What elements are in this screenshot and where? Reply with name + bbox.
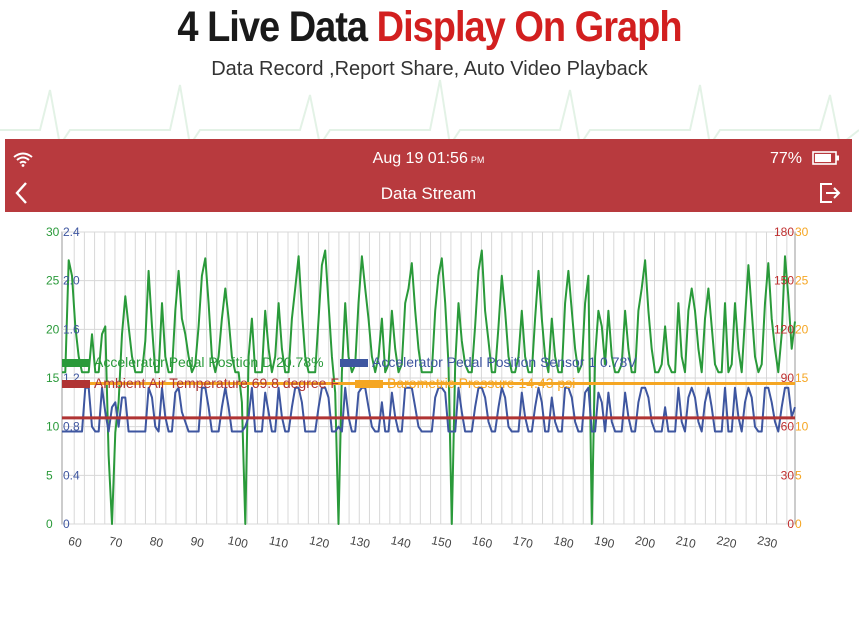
legend-label-barometric: Barometric Pressure 14.43 psi [387, 375, 576, 391]
y-tick-label-right-orange: 20 [795, 322, 809, 336]
y-tick-label-left-green: 20 [46, 322, 60, 336]
subtitle: Data Record ,Report Share, Auto Video Pl… [211, 58, 648, 80]
legend-swatch-orange [355, 380, 383, 389]
y-tick-label-right-red: 90 [781, 371, 795, 385]
chart-series [62, 249, 796, 525]
x-tick-label: 70 [108, 534, 124, 551]
status-bar: Aug 19 01:56 PM 77% [5, 139, 852, 175]
legend-item-ambient-temp: Ambient Air Temperature 69.8 degree F [62, 375, 339, 391]
legend-item-pedal-d: Accelerator Pedal Position D 20.78% [62, 354, 324, 370]
y-tick-label-right-red: 150 [774, 274, 794, 288]
x-tick-label: 140 [390, 533, 413, 551]
legend-item-barometric: Barometric Pressure 14.43 psi [355, 375, 575, 391]
x-tick-label: 90 [189, 534, 205, 551]
x-tick-label: 220 [715, 533, 738, 551]
x-tick-label: 180 [552, 533, 575, 551]
chart-grid [61, 231, 796, 525]
y-tick-label-right-orange: 25 [795, 274, 809, 288]
x-tick-label: 200 [634, 533, 657, 551]
y-tick-label-left-blue: 0 [63, 517, 70, 531]
y-tick-label-right-orange: 5 [795, 468, 802, 482]
y-tick-label-right-orange: 10 [795, 420, 809, 434]
y-tick-label-right-orange: 15 [795, 371, 809, 385]
x-tick-label: 150 [430, 533, 453, 551]
back-arrow-icon[interactable] [13, 180, 31, 206]
headline-red: Display On Graph [376, 4, 683, 52]
y-tick-label-left-green: 5 [46, 468, 53, 482]
y-tick-label-left-green: 15 [46, 371, 60, 385]
battery-icon [812, 151, 839, 165]
y-tick-label-left-blue: 2.0 [63, 274, 80, 288]
x-tick-label: 100 [227, 533, 250, 551]
time-text: Aug 19 01:56 [372, 150, 468, 167]
nav-bar: Data Stream [5, 175, 852, 212]
legend-item-pedal-sensor: Accelerator Pedal Position Sensor 1 0.78… [340, 354, 637, 370]
time-ampm: PM [470, 155, 485, 165]
exit-icon[interactable] [818, 181, 842, 205]
x-tick-label: 190 [593, 533, 616, 551]
y-tick-label-right-red: 120 [774, 322, 794, 336]
y-tick-label-left-green: 25 [46, 274, 60, 288]
legend-swatch-blue [340, 359, 368, 368]
x-tick-label: 120 [308, 533, 331, 551]
y-tick-label-left-blue: 1.6 [63, 322, 80, 336]
wifi-icon [13, 152, 33, 167]
background-ecg-decoration [0, 79, 859, 148]
x-tick-label: 230 [756, 533, 779, 551]
y-tick-label-left-blue: 2.4 [63, 225, 80, 239]
legend-swatch-red [62, 380, 90, 389]
y-tick-label-left-green: 10 [46, 420, 60, 434]
y-tick-label-left-green: 30 [46, 225, 60, 239]
y-tick-label-left-blue: 0.4 [63, 468, 80, 482]
x-tick-label: 80 [149, 534, 165, 551]
x-tick-label: 130 [349, 533, 372, 551]
headline-black: 4 Live Data [177, 4, 377, 52]
y-tick-label-right-orange: 30 [795, 225, 809, 239]
legend-swatch-green [62, 359, 90, 368]
x-tick-label: 170 [512, 533, 535, 551]
status-time: Aug 19 01:56 PM [5, 150, 852, 168]
x-tick-label: 110 [268, 533, 290, 551]
y-tick-label-left-green: 0 [46, 517, 53, 531]
x-tick-label: 60 [67, 534, 83, 551]
x-tick-label: 160 [471, 533, 494, 551]
screen-title: Data Stream [380, 184, 477, 203]
legend-label-ambient-temp: Ambient Air Temperature 69.8 degree F [94, 375, 339, 391]
y-tick-label-right-red: 180 [774, 225, 794, 239]
app-bar: Aug 19 01:56 PM 77% Data Stream [5, 139, 852, 212]
y-tick-label-left-blue: 0.8 [63, 420, 80, 434]
y-tick-label-right-red: 30 [781, 468, 795, 482]
x-tick-label: 210 [675, 533, 698, 551]
y-tick-label-right-orange: 0 [795, 517, 802, 531]
series-line-0 [62, 249, 796, 525]
y-tick-label-right-red: 60 [781, 420, 795, 434]
legend-label-pedal-d: Accelerator Pedal Position D 20.78% [94, 354, 324, 370]
battery-percent: 77% [769, 150, 802, 167]
y-tick-label-right-red: 0 [787, 517, 794, 531]
legend-label-pedal-sensor: Accelerator Pedal Position Sensor 1 0.78… [372, 354, 637, 370]
headline: 4 Live Data Display On Graph [0, 4, 859, 52]
